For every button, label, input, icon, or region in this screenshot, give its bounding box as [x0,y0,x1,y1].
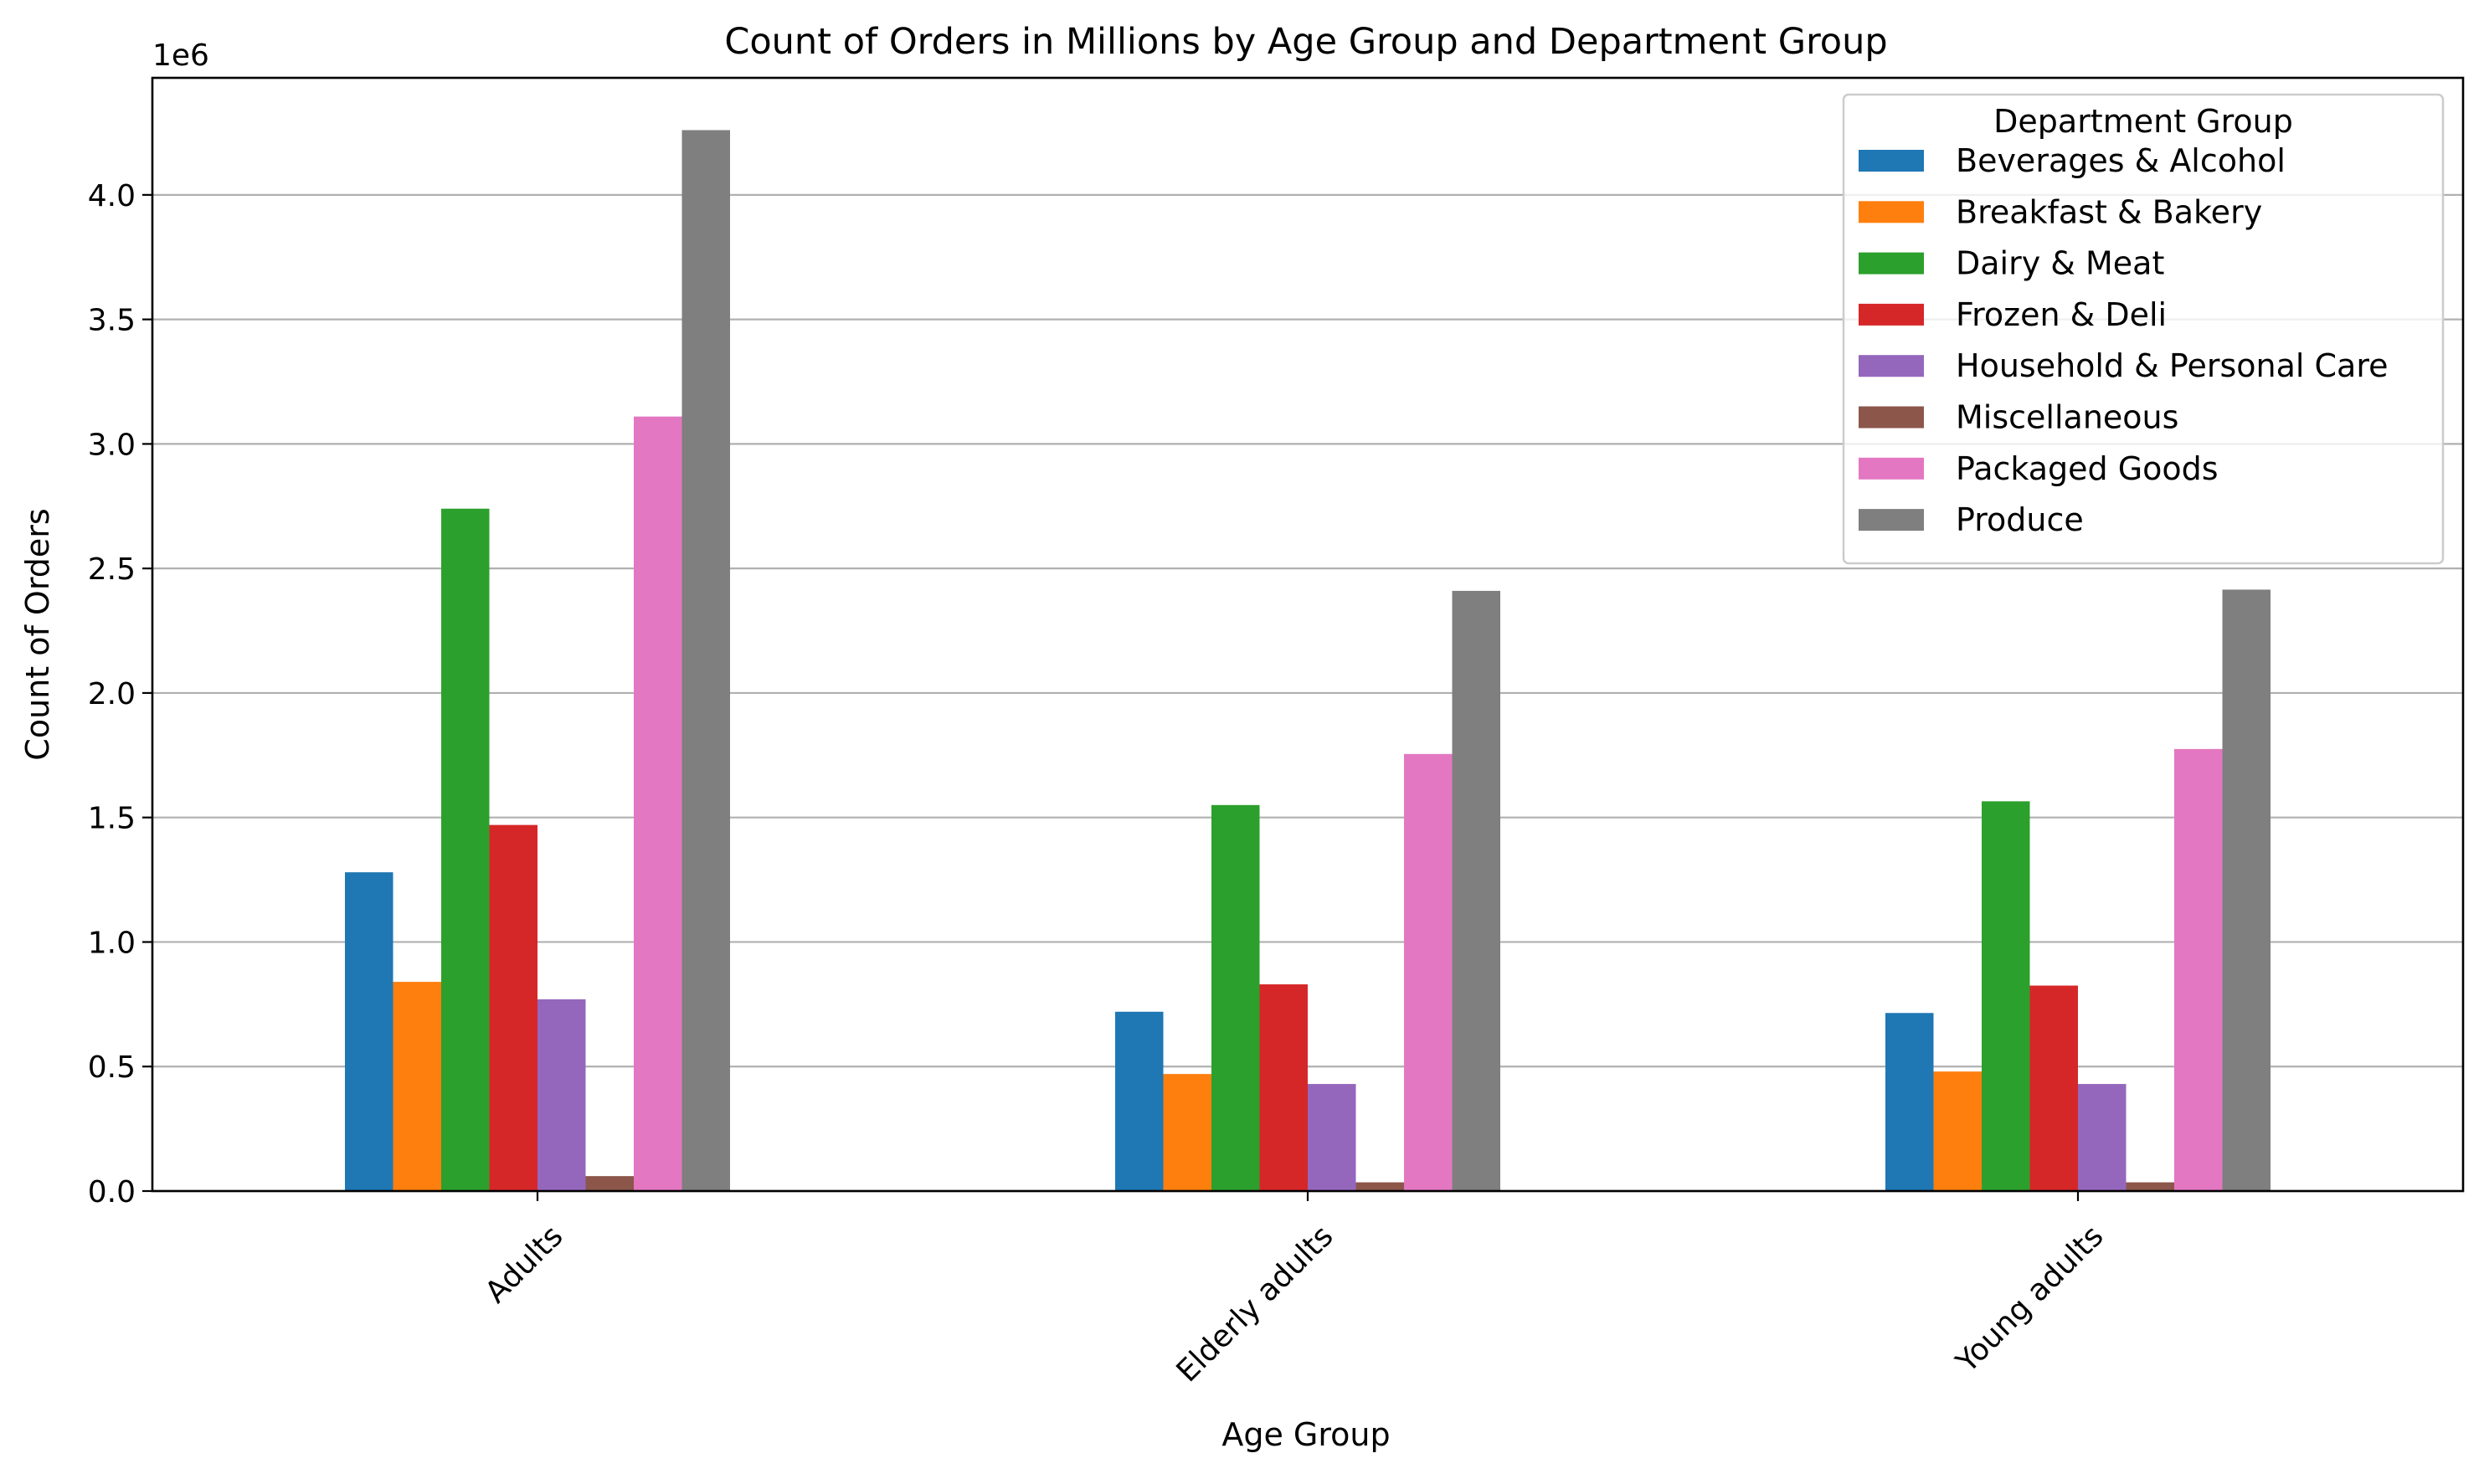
chart-title: Count of Orders in Millions by Age Group… [724,21,1887,63]
bar [681,130,730,1192]
bar [345,872,393,1191]
legend: Department Group Beverages & Alcohol Brea… [1842,93,2445,565]
bar [1163,1074,1211,1191]
y-tick-label: 2.5 [88,552,136,587]
bar [2078,1084,2127,1191]
legend-swatch [1859,355,1924,377]
legend-swatch [1859,252,1924,275]
bar [393,982,441,1191]
legend-label: Packaged Goods [1956,450,2219,487]
legend-label: Dairy & Meat [1956,245,2164,282]
bar [1259,984,1308,1191]
y-tick-label: 1.0 [88,926,136,960]
x-axis-title: Age Group [1221,1416,1390,1453]
legend-label: Produce [1956,501,2084,538]
bar [1982,801,2030,1191]
bar [489,824,537,1191]
bar [2029,985,2078,1191]
bar [585,1176,634,1191]
y-tick-label: 3.5 [88,304,136,338]
bars [345,130,2271,1192]
bar [2174,748,2223,1191]
legend-swatch [1859,201,1924,223]
bar [1885,1013,1934,1191]
y-tick-label: 0.0 [88,1175,136,1209]
bar [2222,589,2271,1191]
bar [1355,1182,1404,1191]
bar [634,416,682,1192]
legend-frame [1842,93,2445,565]
bar [537,999,586,1191]
bar [2126,1182,2174,1191]
legend-label: Breakfast & Bakery [1956,193,2262,230]
bar [1115,1011,1164,1191]
legend-swatch [1859,509,1924,531]
y-axis-ticks: 0.0 0.5 1.0 1.5 2.0 2.5 3.0 3.5 4.0 [88,179,152,1209]
y-axis-offset-label: 1e6 [152,39,209,73]
bar [441,508,490,1191]
legend-swatch [1859,457,1924,480]
bar [1404,753,1453,1191]
bar [1933,1071,1982,1191]
y-axis-title: Count of Orders [19,508,56,760]
bar [1452,590,1500,1191]
y-tick-label: 2.0 [88,677,136,711]
legend-title: Department Group [1993,103,2293,140]
bar [1308,1084,1356,1191]
y-tick-label: 3.0 [88,428,136,462]
legend-label: Household & Personal Care [1956,347,2389,384]
legend-label: Miscellaneous [1956,399,2178,436]
legend-swatch [1859,406,1924,429]
legend-label: Beverages & Alcohol [1956,142,2286,179]
legend-swatch [1859,303,1924,326]
legend-items: Beverages & Alcohol Breakfast & Bakery Dai… [1859,142,2389,538]
y-tick-label: 0.5 [88,1050,136,1085]
bar [1211,804,1260,1191]
legend-label: Frozen & Deli [1956,296,2167,333]
y-tick-label: 4.0 [88,179,136,213]
legend-swatch [1859,150,1924,172]
y-tick-label: 1.5 [88,802,136,836]
